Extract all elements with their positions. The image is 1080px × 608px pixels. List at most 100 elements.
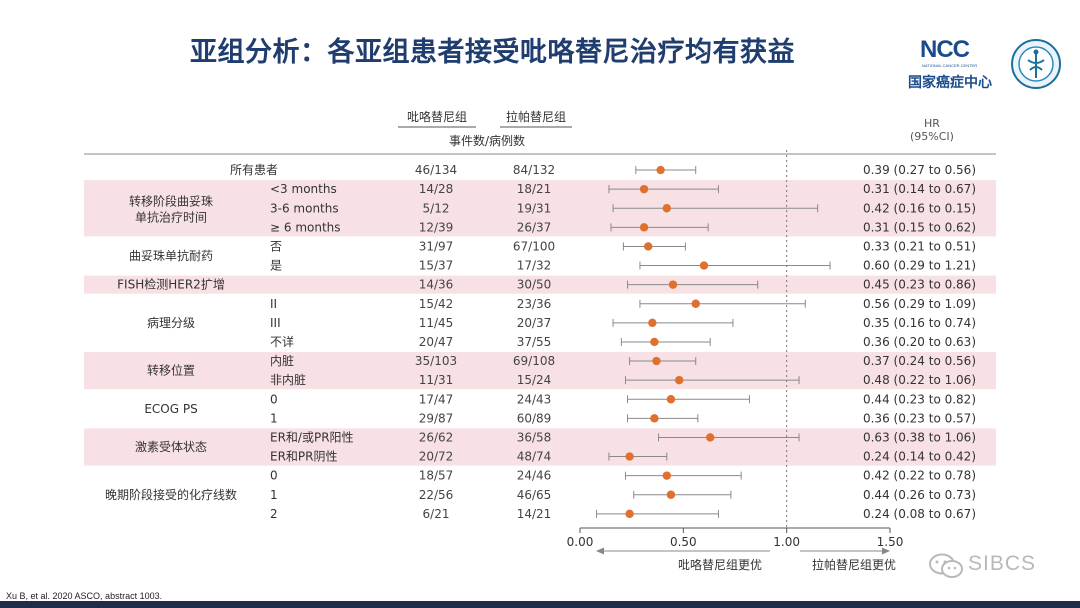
row-count-b: 69/108	[513, 354, 555, 368]
row-count-b: 15/24	[517, 373, 552, 387]
wechat-watermark-icon: SIBCS	[928, 550, 1058, 580]
row-count-a: 15/42	[419, 297, 454, 311]
row-count-a: 26/62	[419, 430, 454, 444]
ncc-logo-icon: NCC NATIONAL CANCER CENTER 国家癌症中心	[908, 36, 992, 92]
row-count-b: 84/132	[513, 163, 555, 177]
hr-text: 0.37 (0.24 to 0.56)	[863, 354, 976, 368]
hr-header: HR	[924, 117, 940, 130]
favors-left-arrowhead	[596, 547, 604, 555]
group-label: 曲妥珠单抗耐药	[129, 248, 213, 263]
row-count-a: 18/57	[419, 469, 454, 483]
hr-point	[666, 395, 676, 404]
row-sublabel: 0	[270, 469, 278, 483]
hr-text: 0.45 (0.23 to 0.86)	[863, 278, 976, 292]
row-count-b: 20/37	[517, 316, 552, 330]
row-count-b: 67/100	[513, 239, 555, 253]
hr-text: 0.33 (0.21 to 0.51)	[863, 239, 976, 253]
row-count-b: 46/65	[517, 488, 552, 502]
ncc-logo-cn: 国家癌症中心	[908, 75, 992, 91]
hr-text: 0.42 (0.16 to 0.15)	[863, 201, 976, 215]
group-band	[84, 428, 996, 466]
x-axis-tick-label: 1.50	[877, 535, 904, 549]
watermark-text: SIBCS	[968, 552, 1037, 575]
hr-point	[644, 242, 653, 251]
row-sublabel: ER和/或PR阳性	[270, 430, 354, 444]
group-label: ECOG PS	[144, 402, 197, 416]
hr-point	[662, 204, 671, 213]
hr-point	[648, 318, 657, 328]
hr-text: 0.39 (0.27 to 0.56)	[863, 163, 976, 177]
hr-header-ci: (95%CI)	[910, 130, 954, 143]
hr-point	[639, 223, 649, 232]
row-count-a: 14/28	[419, 182, 454, 196]
row-count-a: 31/97	[419, 239, 454, 253]
row-count-b: 60/89	[517, 411, 552, 425]
hr-point	[639, 184, 649, 194]
footnote-citation: Xu B, et al. 2020 ASCO, abstract 1003.	[6, 591, 163, 601]
hr-point	[699, 261, 709, 270]
row-count-b: 14/21	[517, 507, 552, 521]
hr-text: 0.56 (0.29 to 1.09)	[863, 297, 976, 311]
hr-point	[652, 356, 661, 366]
hr-point	[650, 414, 659, 423]
row-count-a: 11/45	[419, 316, 454, 330]
row-count-b: 48/74	[517, 450, 552, 464]
bottom-bar	[0, 601, 1080, 608]
hr-text: 0.42 (0.22 to 0.78)	[863, 469, 976, 483]
row-count-b: 24/46	[517, 469, 552, 483]
row-sublabel: 1	[270, 411, 278, 425]
x-axis-tick-label: 0.00	[567, 535, 594, 549]
hr-text: 0.35 (0.16 to 0.74)	[863, 316, 976, 330]
row-count-b: 17/32	[517, 259, 552, 273]
hr-point	[691, 299, 700, 308]
row-count-a: 14/36	[419, 278, 454, 292]
group-label: 转移位置	[147, 363, 195, 378]
group-label: 单抗治疗时间	[135, 209, 207, 224]
hr-text: 0.44 (0.26 to 0.73)	[863, 488, 976, 502]
row-sublabel: 2	[270, 507, 278, 521]
group-band	[84, 180, 996, 237]
row-sublabel: ER和PR阴性	[270, 450, 338, 464]
row-count-a: 12/39	[419, 220, 454, 234]
hr-text: 0.60 (0.29 to 1.21)	[863, 259, 976, 273]
row-count-a: 35/103	[415, 354, 457, 368]
group-label: 晚期阶段接受的化疗线数	[105, 487, 237, 502]
hr-point	[668, 280, 678, 289]
row-sublabel: III	[270, 316, 281, 330]
hr-text: 0.24 (0.08 to 0.67)	[863, 507, 976, 521]
column-header-group-a: 吡咯替尼组	[407, 109, 467, 124]
row-sublabel: 是	[270, 259, 282, 273]
hr-text: 0.36 (0.20 to 0.63)	[863, 335, 976, 349]
row-sublabel: 非内脏	[270, 372, 306, 387]
hr-text: 0.36 (0.23 to 0.57)	[863, 411, 976, 425]
group-label: 所有患者	[230, 163, 278, 177]
row-count-a: 17/47	[419, 392, 454, 406]
hr-point	[706, 433, 715, 442]
hr-text: 0.31 (0.15 to 0.62)	[863, 220, 976, 234]
hr-point	[675, 375, 684, 385]
row-sublabel: 0	[270, 392, 278, 406]
row-sublabel: 内脏	[270, 353, 294, 368]
group-label: 转移阶段曲妥珠	[129, 193, 213, 208]
row-count-b: 36/58	[517, 430, 552, 444]
hospital-seal-icon	[1011, 39, 1061, 89]
row-count-b: 37/55	[517, 335, 552, 349]
column-header-group-b: 拉帕替尼组	[506, 109, 566, 124]
row-count-b: 23/36	[517, 297, 552, 311]
row-count-a: 6/21	[423, 507, 450, 521]
ncc-logo-subtext: NATIONAL CANCER CENTER	[922, 63, 978, 68]
group-band	[84, 352, 996, 390]
hr-point	[650, 337, 659, 347]
hr-text: 0.44 (0.23 to 0.82)	[863, 392, 976, 406]
row-count-b: 30/50	[517, 278, 552, 292]
row-count-a: 46/134	[415, 163, 457, 177]
row-sublabel: 1	[270, 488, 278, 502]
hr-point	[625, 509, 634, 519]
hr-text: 0.48 (0.22 to 1.06)	[863, 373, 976, 387]
hr-text: 0.31 (0.14 to 0.67)	[863, 182, 976, 196]
hr-point	[662, 471, 671, 480]
row-count-a: 29/87	[419, 411, 454, 425]
x-axis-tick-label: 1.00	[773, 535, 800, 549]
